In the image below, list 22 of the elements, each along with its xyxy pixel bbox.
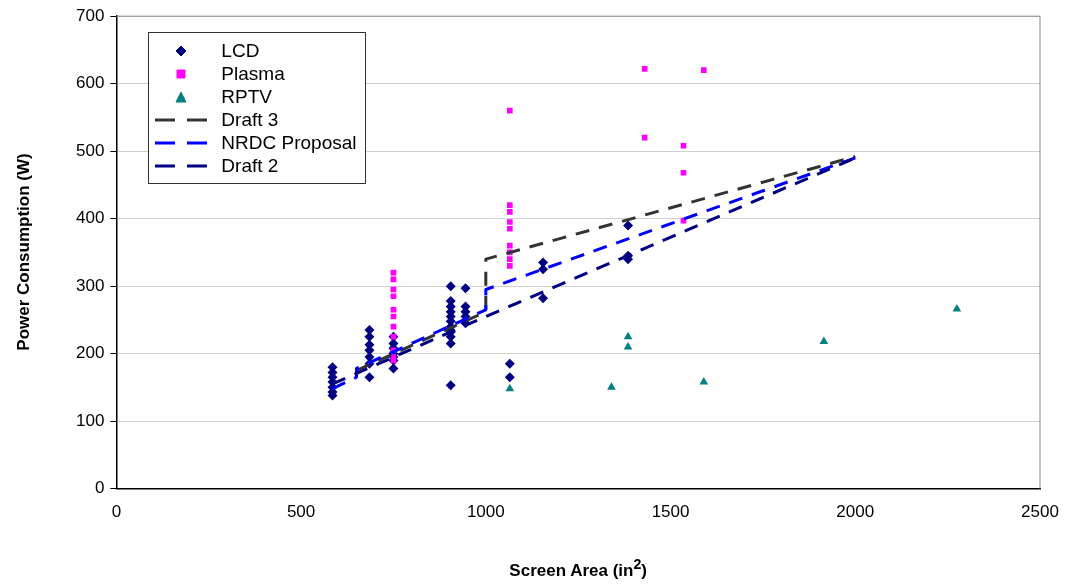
y-axis-title: Power Consumption (W) [14,153,34,352]
x-axis-title: Screen Area (in$^{2}$) [508,556,648,581]
y-tick-label: 500 [75,140,105,160]
x-tick-label: 0 [111,502,122,522]
y-tick-label: 700 [75,5,105,25]
legend-label: NRDC Proposal [221,131,357,155]
y-tick-label: 300 [75,275,105,295]
y-tick-label: 0 [94,478,105,498]
legend-label: Draft 3 [221,108,279,132]
x-tick-label: 1000 [466,502,505,522]
x-tick-label: 2500 [1021,502,1059,522]
legend-label: RPTV [221,85,273,109]
y-tick-label: 600 [75,73,105,93]
legend-label: LCD [221,39,260,63]
y-tick-label: 400 [75,208,105,228]
y-tick-label: 100 [75,410,105,430]
x-tick-label: 2000 [836,502,875,522]
x-tick-label: 1500 [651,502,690,522]
x-tick-label: 500 [286,502,316,522]
legend-label: Draft 2 [221,154,279,178]
y-tick-label: 200 [75,343,105,363]
legend-label: Plasma [221,62,285,86]
